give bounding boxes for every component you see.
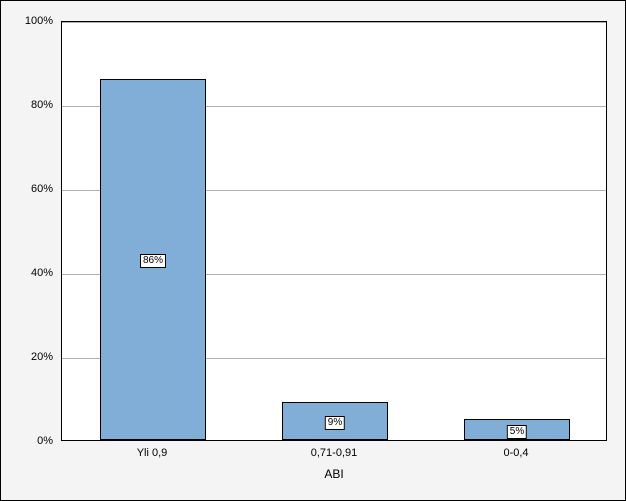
gridline bbox=[62, 22, 606, 23]
y-tick-label: 60% bbox=[1, 183, 53, 195]
bar-value-label: 9% bbox=[325, 416, 345, 430]
bar-value-label: 86% bbox=[140, 254, 166, 268]
y-tick-label: 20% bbox=[1, 351, 53, 363]
y-tick-label: 40% bbox=[1, 267, 53, 279]
chart-container: 86% 9% 5% 0% 20% 40% 60% 80% 100% Yli 0,9 0,71-0,… bbox=[0, 0, 626, 501]
y-tick-label: 0% bbox=[1, 435, 53, 447]
y-tick-label: 80% bbox=[1, 99, 53, 111]
x-tick-label: 0,71-0,91 bbox=[311, 447, 357, 459]
x-axis-title: ABI bbox=[324, 467, 343, 481]
y-tick-label: 100% bbox=[1, 15, 53, 27]
x-tick-label: 0-0,4 bbox=[503, 447, 528, 459]
x-tick-label: Yli 0,9 bbox=[137, 447, 168, 459]
plot-area: 86% 9% 5% bbox=[61, 21, 607, 441]
bar-value-label: 5% bbox=[507, 425, 527, 439]
